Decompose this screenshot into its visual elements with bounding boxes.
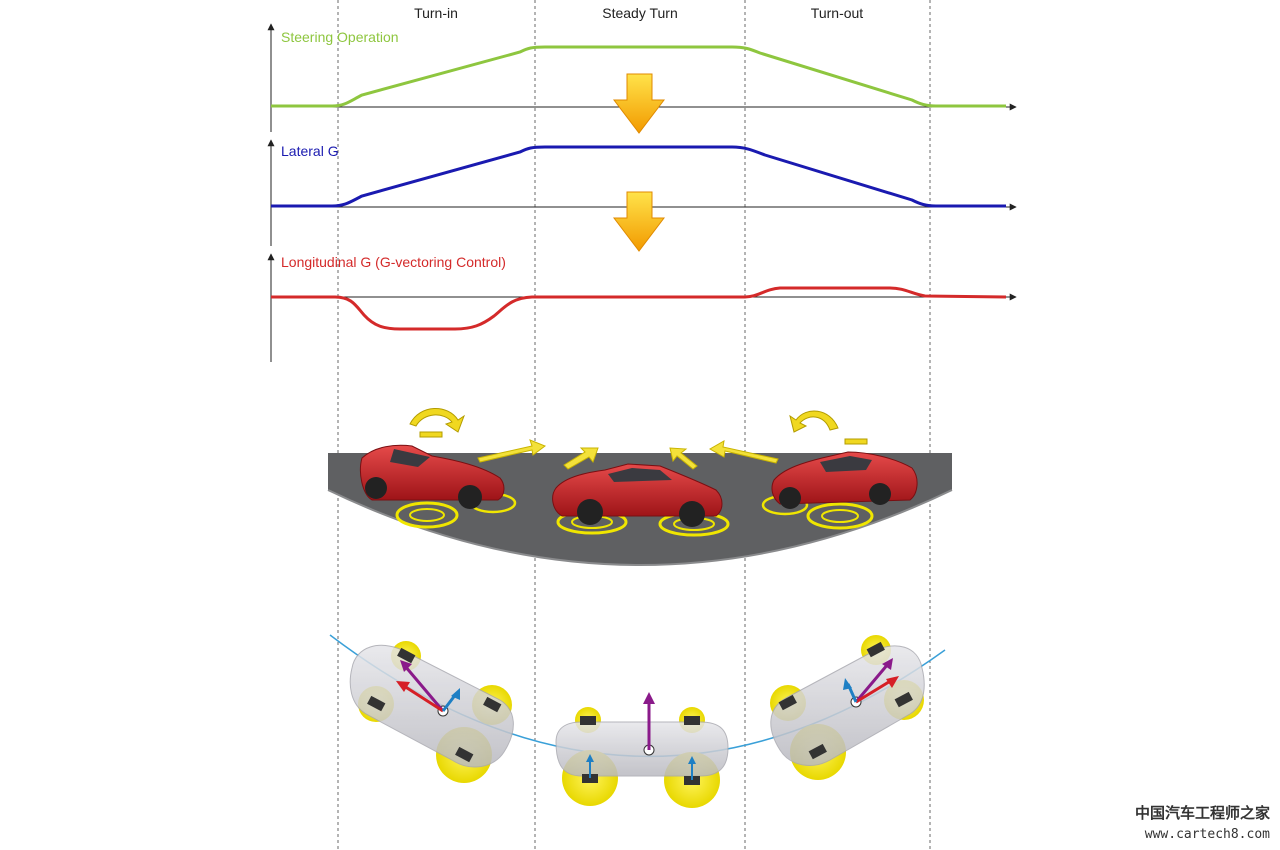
wheel-icon: [365, 477, 387, 499]
down-arrow-icon: [612, 73, 666, 134]
top-view-car-turn-out: [770, 635, 925, 780]
longitudinal-g-chart: Longitudinal G (G-vectoring Control): [267, 253, 1017, 362]
longitudinal-g-label: Longitudinal G (G-vectoring Control): [281, 254, 506, 270]
motion-arrow-icon: [563, 447, 599, 470]
wheel-icon: [577, 499, 603, 525]
arrow-head: [882, 658, 893, 670]
wheel-icon: [869, 483, 891, 505]
motion-arrows: [477, 439, 779, 470]
small-arrow-icon: [419, 431, 443, 438]
wheel-icon: [684, 776, 700, 785]
phase-label-turn-in: Turn-in: [414, 5, 458, 21]
watermark-chinese: 中国汽车工程师之家: [1135, 804, 1270, 822]
steering-curve: [271, 45, 1006, 108]
curved-road-scene: [327, 408, 953, 566]
top-view-car-steady: [555, 692, 729, 808]
arrow-head: [451, 688, 460, 700]
wheel-icon: [808, 743, 827, 760]
wheel-icon: [894, 691, 913, 708]
motion-arrow-icon: [669, 447, 698, 470]
rotation-arrow-icon: [409, 408, 466, 433]
wheel-icon: [866, 641, 885, 658]
rotation-arrow-icon: [789, 410, 839, 433]
arrow-head: [843, 678, 852, 690]
tire-glow: [395, 501, 459, 529]
motion-arrow-icon: [708, 440, 779, 464]
lateral-g-label: Lateral G: [281, 143, 339, 159]
car-window: [820, 456, 872, 472]
wheel-icon: [684, 716, 700, 725]
wheel-icon: [483, 696, 502, 713]
wheel-icon: [778, 694, 797, 711]
wheel-icon: [679, 501, 705, 527]
vector-arrow-icon: [854, 663, 890, 703]
wheel-icon: [397, 647, 416, 664]
tire-glow: [821, 509, 859, 523]
motion-arrow-icon: [477, 439, 547, 463]
top-view-car-turn-in: [349, 641, 514, 783]
car-turn-in: [359, 444, 517, 529]
arrow-head: [586, 754, 594, 762]
car-window: [608, 468, 672, 482]
steering-chart: Steering Operation: [267, 23, 1017, 132]
wheel-icon: [582, 774, 598, 783]
car-body-topview: [770, 645, 925, 766]
arrow-head: [688, 756, 696, 764]
small-arrow-icon: [844, 438, 868, 445]
vector-arrow-icon: [403, 684, 444, 713]
car-window: [390, 449, 430, 467]
tire-glow: [409, 508, 445, 522]
phase-label-turn-out: Turn-out: [811, 5, 864, 21]
down-arrow-icon: [612, 191, 666, 252]
longitudinal-g-curve: [271, 286, 1007, 331]
arrow-head: [400, 660, 412, 672]
arrow-head: [886, 676, 899, 688]
wheel-icon: [779, 487, 801, 509]
car-body-topview: [555, 721, 729, 777]
vector-arrow-icon: [403, 665, 445, 712]
lateral-g-curve: [271, 145, 1006, 208]
arrow-head: [643, 692, 655, 704]
top-view-scene: [329, 634, 946, 808]
arrow-head: [396, 681, 410, 692]
wheel-icon: [367, 695, 386, 712]
wheel-icon: [580, 716, 596, 725]
wheel-icon: [458, 485, 482, 509]
lateral-g-chart: Lateral G: [267, 139, 1017, 246]
phase-dividers: [337, 0, 931, 850]
car-body-topview: [349, 644, 514, 768]
car-steady-turn: [552, 463, 730, 537]
car-turn-out: [761, 451, 918, 530]
tire-glow: [806, 502, 874, 530]
wheel-icon: [455, 746, 474, 763]
watermark-url: www.cartech8.com: [1145, 827, 1270, 842]
steering-label: Steering Operation: [281, 29, 399, 45]
vector-arrow-icon: [855, 678, 893, 704]
phase-label-steady-turn: Steady Turn: [602, 5, 678, 21]
